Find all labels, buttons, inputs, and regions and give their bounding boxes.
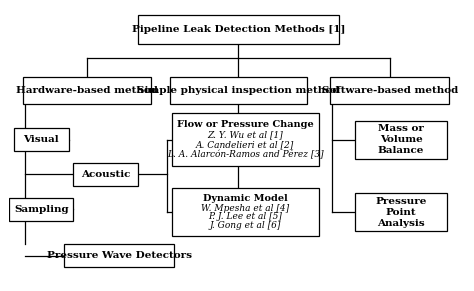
FancyBboxPatch shape bbox=[23, 77, 151, 104]
Text: Z. Y. Wu et al [1]: Z. Y. Wu et al [1] bbox=[208, 131, 283, 140]
Text: Visual: Visual bbox=[23, 135, 59, 144]
FancyBboxPatch shape bbox=[356, 193, 447, 231]
Text: Hardware-based method: Hardware-based method bbox=[16, 86, 158, 95]
Text: Software-based method: Software-based method bbox=[321, 86, 458, 95]
FancyBboxPatch shape bbox=[73, 163, 137, 186]
Text: Mass or
Volume
Balance: Mass or Volume Balance bbox=[378, 124, 424, 155]
FancyBboxPatch shape bbox=[64, 244, 174, 267]
Text: Pipeline Leak Detection Methods [1]: Pipeline Leak Detection Methods [1] bbox=[132, 25, 345, 34]
FancyBboxPatch shape bbox=[14, 128, 69, 151]
Text: Pressure
Point
Analysis: Pressure Point Analysis bbox=[375, 196, 427, 228]
FancyBboxPatch shape bbox=[356, 121, 447, 159]
Text: P. J. Lee et al [5]: P. J. Lee et al [5] bbox=[209, 212, 282, 221]
FancyBboxPatch shape bbox=[172, 188, 319, 236]
Text: Simple physical inspection method: Simple physical inspection method bbox=[137, 86, 339, 95]
FancyBboxPatch shape bbox=[9, 198, 73, 221]
Text: Dynamic Model: Dynamic Model bbox=[203, 194, 288, 203]
Text: Flow or Pressure Change: Flow or Pressure Change bbox=[177, 120, 314, 129]
FancyBboxPatch shape bbox=[330, 77, 449, 104]
Text: Pressure Wave Detectors: Pressure Wave Detectors bbox=[47, 251, 191, 260]
Text: A. Candelieri et al [2]: A. Candelieri et al [2] bbox=[196, 141, 294, 150]
Text: J. Gong et al [6]: J. Gong et al [6] bbox=[210, 221, 281, 230]
FancyBboxPatch shape bbox=[172, 113, 319, 166]
Text: L. A. Alarcón-Ramos and Pérez [3]: L. A. Alarcón-Ramos and Pérez [3] bbox=[167, 150, 324, 159]
FancyBboxPatch shape bbox=[137, 15, 339, 44]
FancyBboxPatch shape bbox=[170, 77, 307, 104]
Text: Sampling: Sampling bbox=[14, 205, 69, 214]
Text: W. Mpesha et al [4]: W. Mpesha et al [4] bbox=[201, 203, 289, 212]
Text: Acoustic: Acoustic bbox=[81, 170, 130, 179]
